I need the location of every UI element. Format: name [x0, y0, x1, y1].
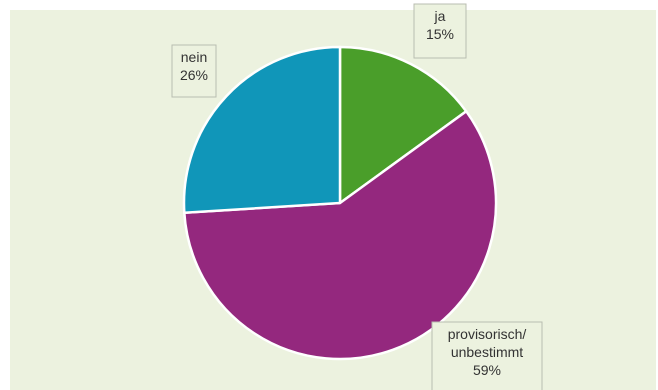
slice-value-label-1: 59% [473, 362, 501, 378]
pie-slice-2 [182, 45, 342, 215]
pie-slice-0 [338, 45, 468, 205]
slice-category-label-2: nein [181, 49, 207, 65]
slice-category-label-0: ja [434, 8, 446, 24]
slice-category-label-1: unbestimmt [451, 344, 523, 360]
slice-label-2: nein 26% [171, 44, 217, 98]
slice-label-box-0 [413, 3, 467, 59]
pie-slice-1 [183, 110, 498, 361]
slice-label-box-2 [171, 44, 217, 98]
slice-label-box-1 [431, 321, 543, 390]
slice-value-label-0: 15% [426, 26, 454, 42]
slice-label-0: ja 15% [413, 3, 467, 59]
slice-category-label-1: provisorisch/ [448, 326, 527, 342]
slice-labels: ja 15% provisorisch/unbestimmt 59% nein 26% [171, 3, 543, 390]
slice-value-label-2: 26% [180, 67, 208, 83]
pie-slices [182, 45, 498, 361]
slice-label-1: provisorisch/unbestimmt 59% [431, 321, 543, 390]
